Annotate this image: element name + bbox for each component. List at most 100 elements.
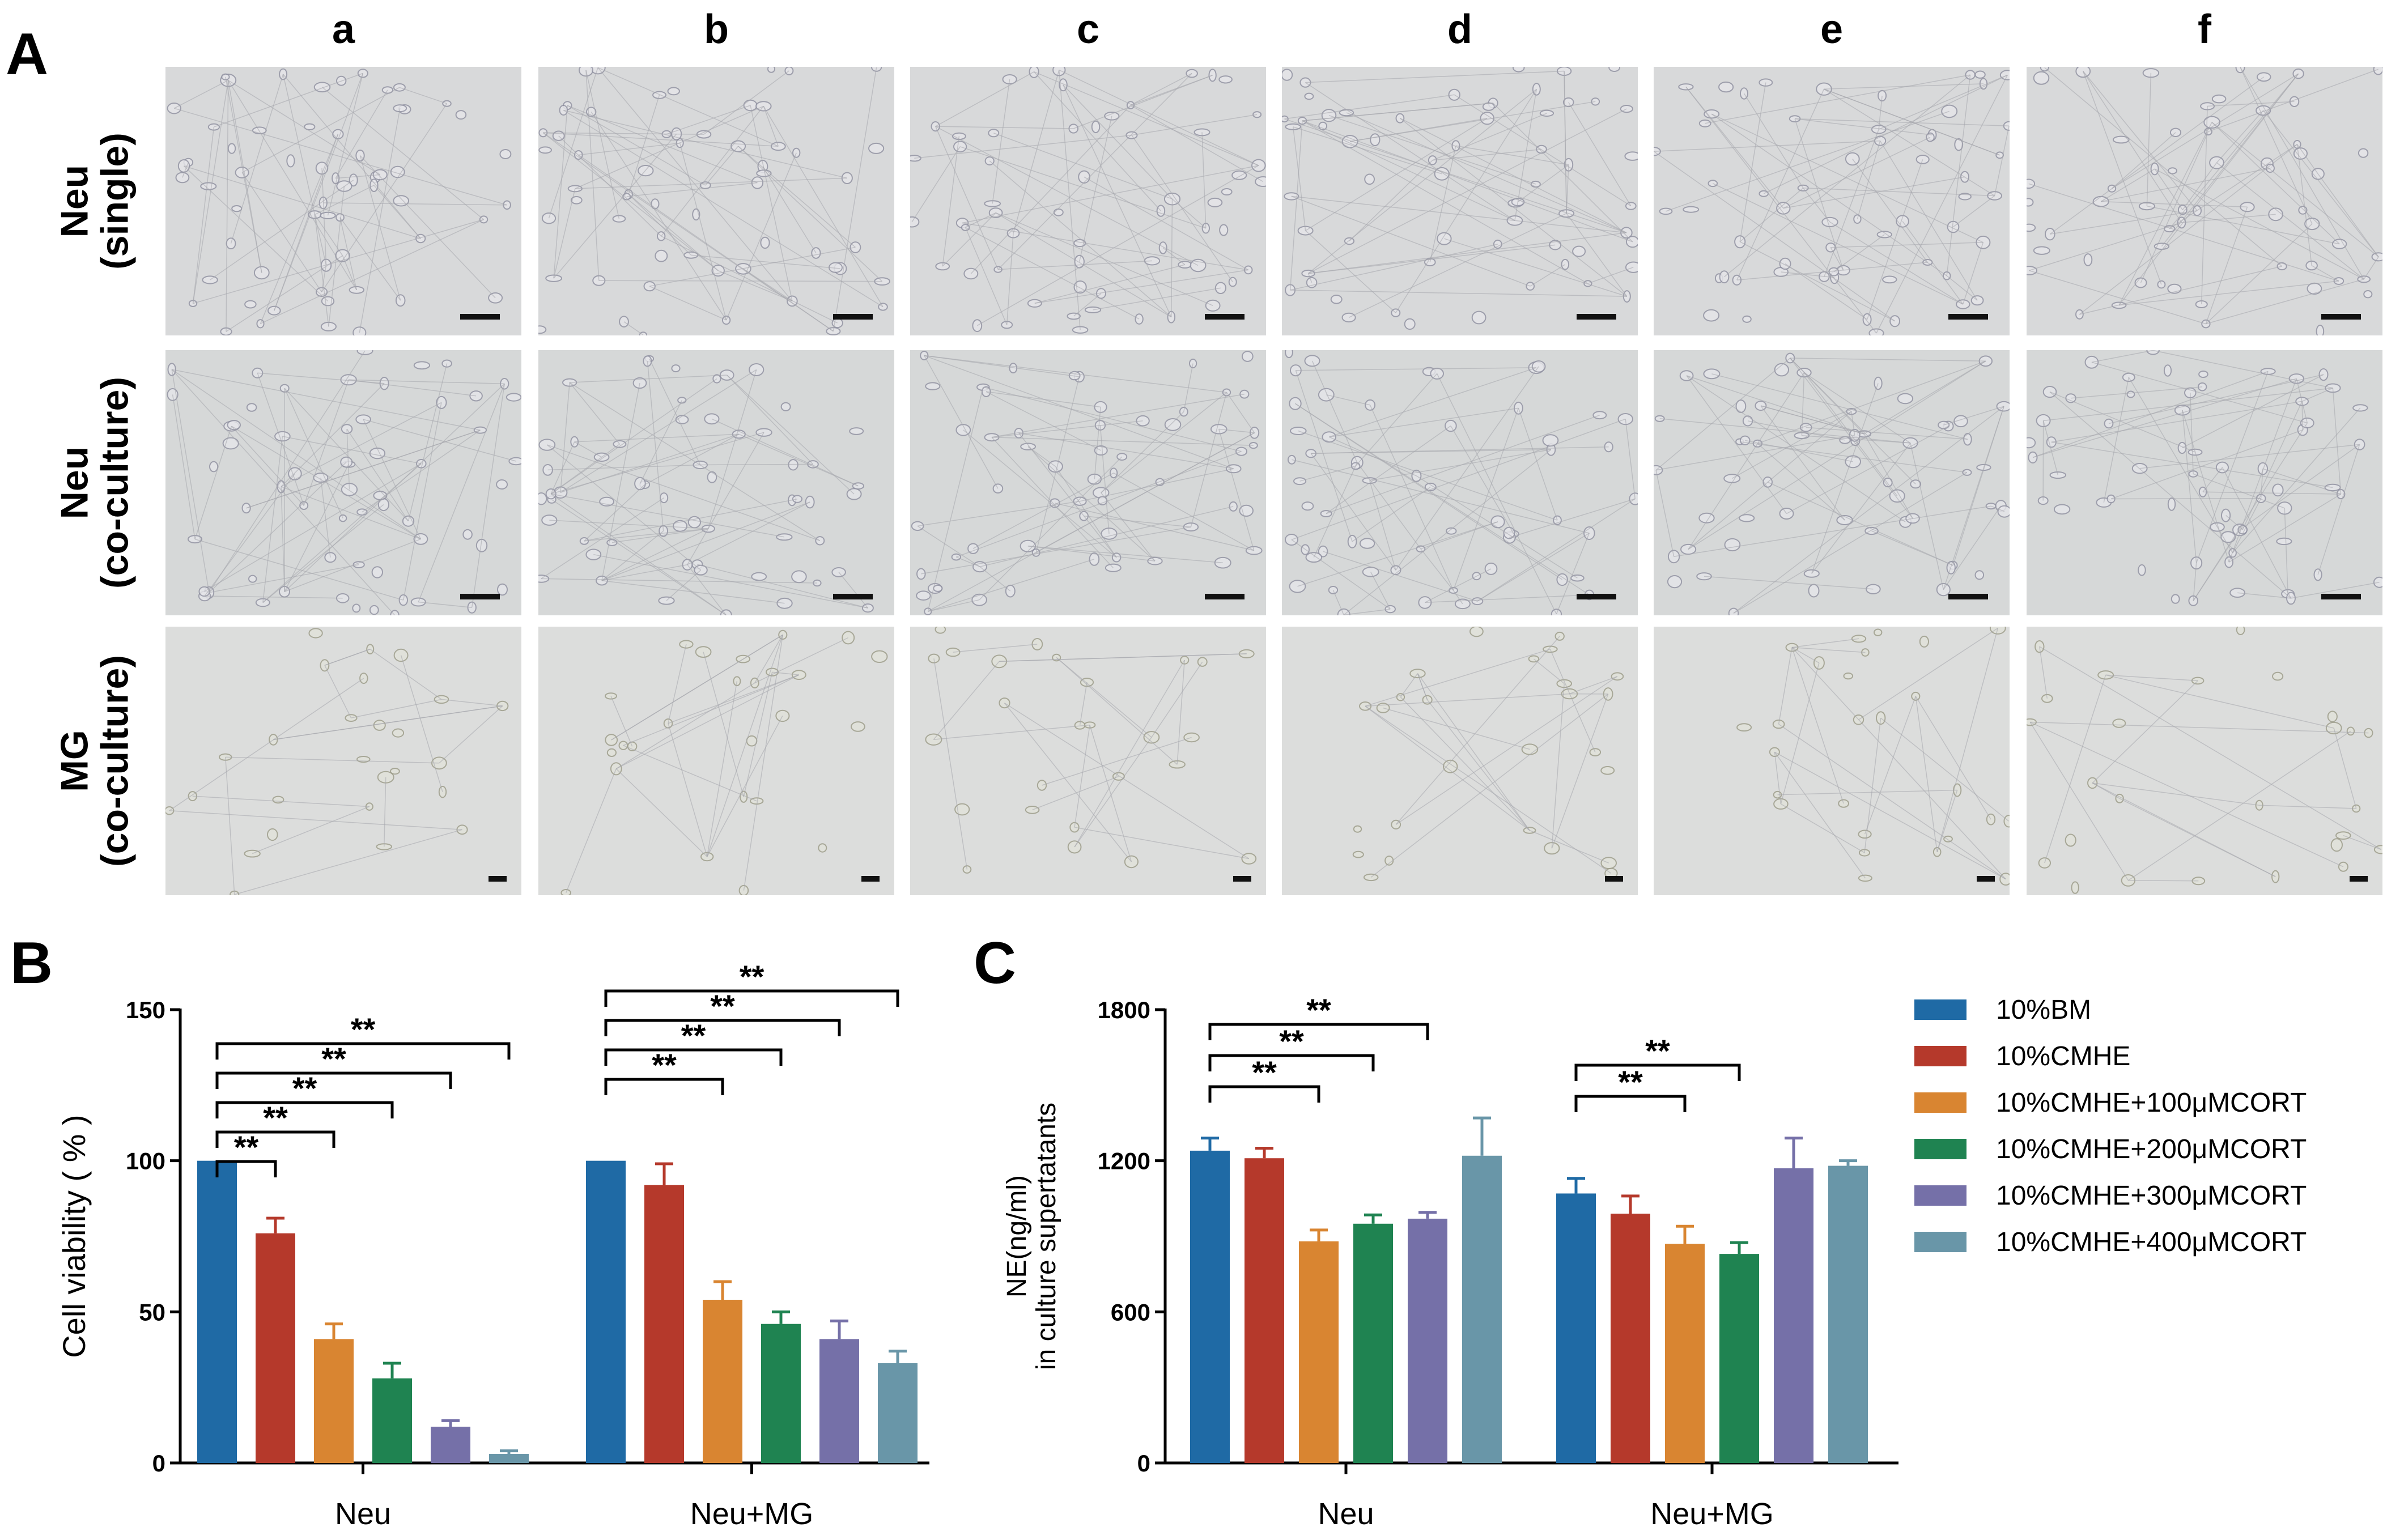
cell-texture bbox=[538, 67, 890, 335]
neurite bbox=[2205, 223, 2313, 325]
neurite bbox=[204, 463, 422, 592]
cell-body bbox=[369, 605, 379, 615]
neurite bbox=[1034, 71, 1161, 211]
significance-label: ** bbox=[710, 988, 735, 1024]
neurite bbox=[615, 768, 708, 857]
significance-bracket bbox=[604, 989, 899, 1007]
bar bbox=[819, 1339, 859, 1463]
scale-bar bbox=[1205, 594, 1245, 599]
neurite bbox=[2128, 880, 2199, 882]
neurite bbox=[1291, 418, 1626, 541]
bar bbox=[314, 1339, 354, 1463]
legend-item: 10%CMHE+400μMCORT bbox=[1914, 1225, 2307, 1259]
neurite bbox=[226, 255, 343, 332]
neurite bbox=[2119, 798, 2276, 877]
neurite bbox=[2154, 168, 2183, 210]
neurite bbox=[342, 255, 357, 291]
cell-body bbox=[1239, 389, 1250, 399]
cell-body bbox=[916, 590, 931, 601]
cell-body bbox=[2330, 838, 2343, 852]
scale-bar bbox=[1577, 314, 1616, 320]
neurite bbox=[1790, 358, 1913, 519]
neurite bbox=[1910, 443, 1944, 590]
cell-body bbox=[398, 594, 408, 606]
neurite bbox=[687, 501, 810, 565]
neurite bbox=[323, 202, 507, 206]
neurite bbox=[2044, 675, 2106, 863]
neurite bbox=[703, 70, 789, 135]
neurite bbox=[282, 74, 327, 266]
legend-item: 10%BM bbox=[1914, 993, 2091, 1027]
cell-body bbox=[1189, 358, 1197, 369]
neurite bbox=[1936, 628, 1999, 852]
neurite bbox=[1131, 114, 1258, 136]
cell-body bbox=[1531, 360, 1546, 373]
neurite bbox=[1763, 74, 2008, 194]
neurite bbox=[1858, 627, 1998, 720]
cell-body bbox=[392, 728, 405, 738]
neurite bbox=[1915, 696, 1991, 820]
micrograph-tile bbox=[165, 350, 521, 615]
neurite bbox=[550, 494, 727, 615]
neurite bbox=[284, 388, 409, 522]
scale-bar bbox=[1577, 594, 1616, 599]
y-tick-label: 100 bbox=[126, 1148, 165, 1175]
neurite bbox=[2301, 388, 2333, 402]
legend-swatch bbox=[1914, 1232, 1966, 1252]
cell-body bbox=[1469, 627, 1484, 637]
cell-body bbox=[1572, 245, 1586, 257]
cell-body bbox=[209, 461, 219, 473]
y-axis-label-line2: in culture supertatants bbox=[1031, 1103, 1061, 1370]
neurite bbox=[281, 402, 442, 487]
neurite bbox=[2050, 210, 2198, 235]
cell-body bbox=[1359, 538, 1375, 549]
neurite bbox=[194, 538, 404, 601]
neurite bbox=[2193, 423, 2308, 601]
cell-body bbox=[1207, 197, 1223, 207]
neurite bbox=[1783, 137, 1931, 209]
neurite bbox=[1781, 803, 1865, 853]
neurite bbox=[205, 595, 343, 599]
cell-body bbox=[1845, 152, 1860, 166]
cell-texture bbox=[1285, 350, 1638, 615]
neurite bbox=[661, 105, 764, 237]
neurite bbox=[1383, 707, 1530, 750]
cell-body bbox=[1625, 261, 1638, 273]
column-letter-a: a bbox=[332, 7, 355, 52]
neurite bbox=[2216, 110, 2264, 163]
neurite bbox=[541, 578, 817, 584]
neurite bbox=[1566, 164, 1569, 214]
neurite bbox=[1452, 590, 1463, 605]
neurite bbox=[1357, 462, 1421, 550]
neurite bbox=[611, 634, 783, 741]
cell-body bbox=[945, 647, 961, 657]
neurite bbox=[2092, 680, 2198, 784]
neurite bbox=[2079, 144, 2297, 315]
neurite bbox=[575, 105, 764, 189]
neurite bbox=[1063, 84, 1173, 199]
cell-body bbox=[1448, 88, 1460, 101]
scale-bar bbox=[1977, 876, 1995, 882]
cell-body bbox=[1289, 397, 1302, 410]
neurite bbox=[1994, 126, 2010, 196]
neurite bbox=[1915, 696, 1938, 852]
legend-label: 10%CMHE+300μMCORT bbox=[1996, 1180, 2307, 1211]
micrograph-tile bbox=[910, 350, 1266, 615]
legend-item: 10%CMHE bbox=[1914, 1039, 2130, 1073]
cell-body bbox=[1241, 351, 1254, 362]
cell-body bbox=[369, 447, 386, 460]
neurite bbox=[763, 106, 884, 307]
neurite bbox=[209, 462, 347, 593]
legend-swatch bbox=[1914, 999, 1966, 1020]
neurite bbox=[959, 146, 1207, 229]
cell-body bbox=[1683, 206, 1700, 213]
cell-body bbox=[679, 640, 694, 649]
bar bbox=[1299, 1241, 1339, 1463]
cell-body bbox=[244, 300, 257, 309]
neurite bbox=[1946, 75, 1971, 276]
neurite bbox=[601, 528, 709, 581]
neurite bbox=[1027, 545, 1223, 563]
neurite bbox=[1063, 84, 1172, 317]
neurite bbox=[1291, 195, 1531, 287]
cell-body bbox=[954, 803, 970, 816]
